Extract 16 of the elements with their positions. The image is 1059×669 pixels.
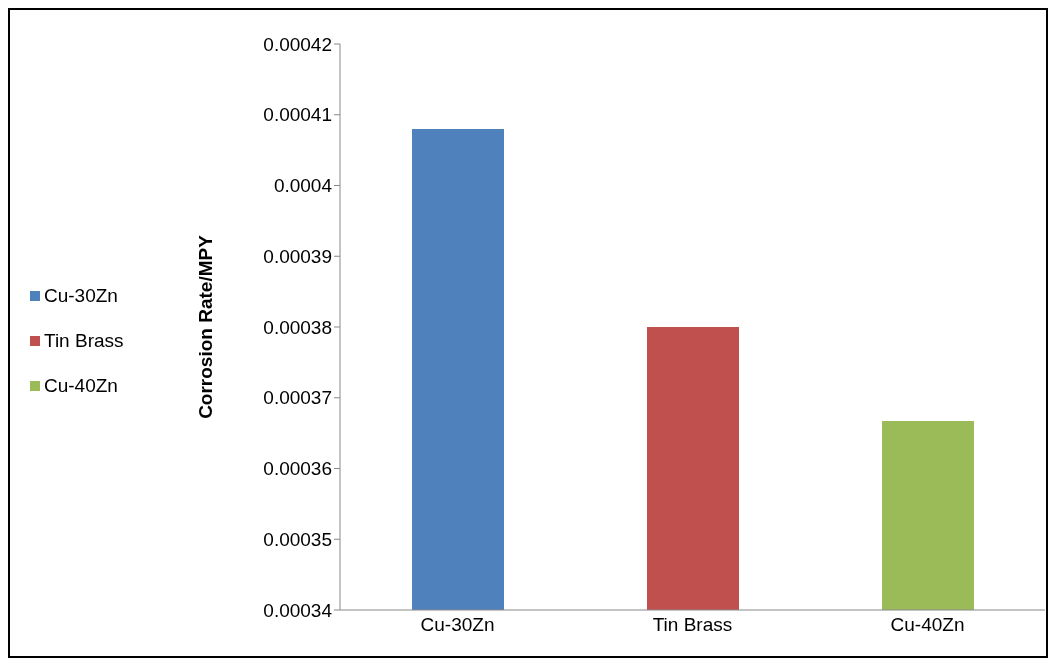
y-tick-label: 0.00041 [263,104,332,126]
x-tick-label: Tin Brass [652,614,733,636]
y-tick-label: 0.00037 [263,387,332,409]
y-tick-label: 0.00035 [263,528,332,550]
x-tick-label: Cu-30Zn [420,614,495,636]
y-tick-label: 0.00034 [263,599,333,621]
legend-label: Cu-30Zn [44,284,118,306]
y-tick-label: 0.00036 [263,458,332,480]
y-tick-label: 0.00042 [263,33,332,55]
y-axis-title: Corrosion Rate/MPY [194,234,216,419]
y-tick-label: 0.0004 [273,175,333,197]
y-tick-label: 0.00039 [263,245,332,267]
x-tick-label: Cu-40Zn [890,614,965,636]
y-tick-label: 0.00038 [263,316,332,338]
legend-label: Cu-40Zn [44,374,118,396]
legend-label: Tin Brass [44,329,124,351]
